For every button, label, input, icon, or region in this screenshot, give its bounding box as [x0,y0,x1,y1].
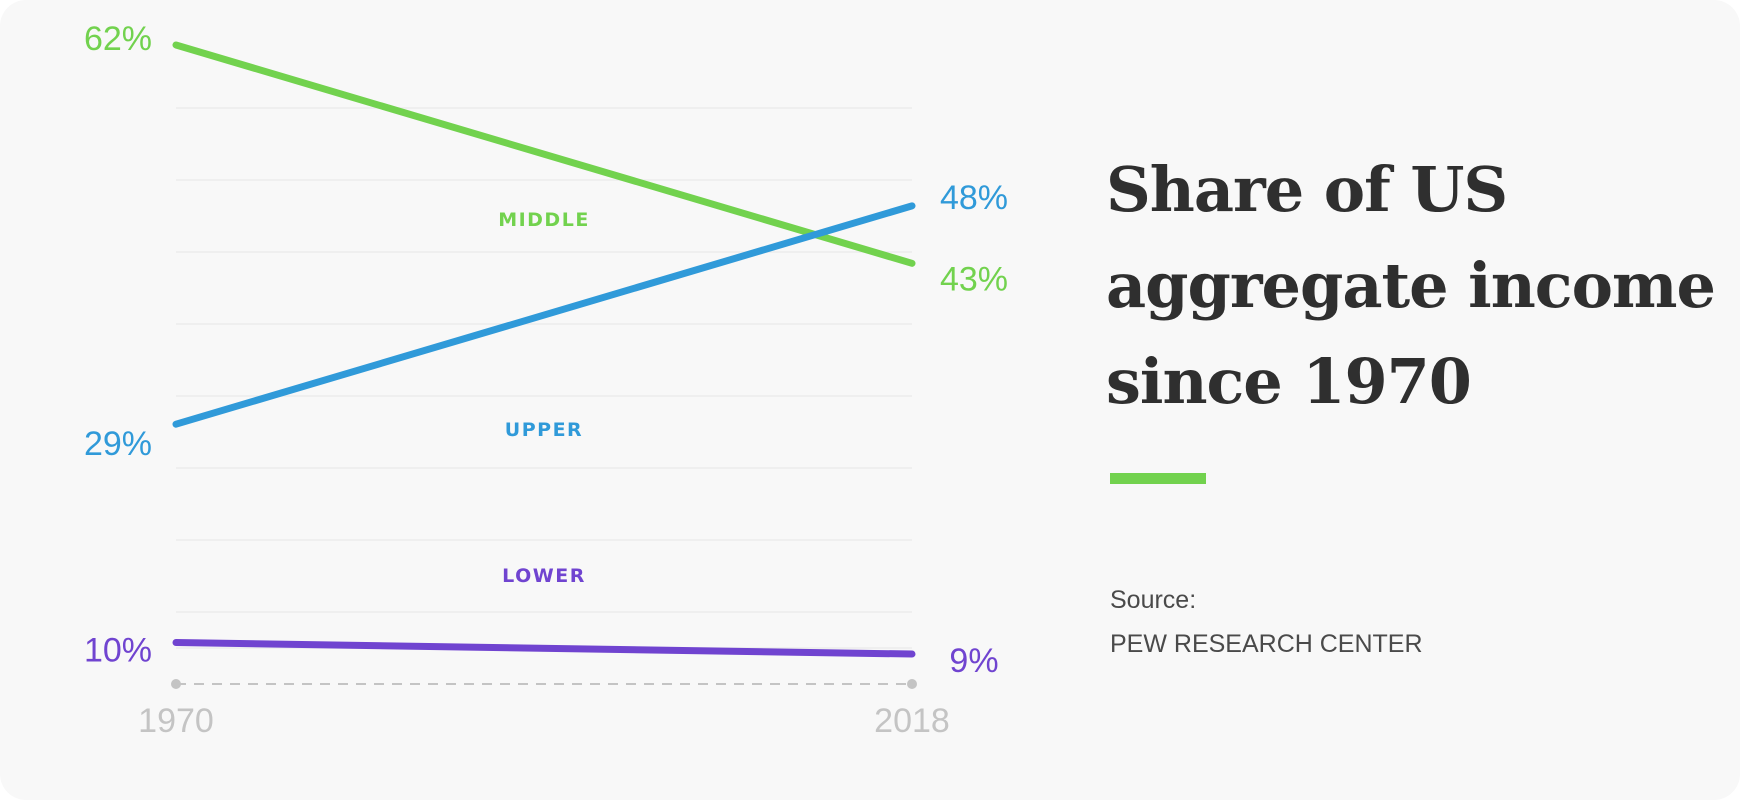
series-line-lower [172,639,916,658]
series-name-middle: MIDDLE [498,209,590,231]
x-axis-dot-1970 [171,679,181,689]
title-accent-rule [1110,473,1206,484]
title-line-1: Share of US [1106,153,1508,226]
series-line-middle [172,41,916,267]
series-lines [172,41,916,658]
line-chart: 1970 2018 62% 43% MIDDLE 29% 48% UPPER 10% 9% LOW… [84,20,1008,740]
data-label-upper-2018: 48% [940,179,1008,217]
source-block: Source: PEW RESEARCH CENTER [1110,578,1423,666]
x-axis-dot-2018 [907,679,917,689]
series-line-upper [172,202,916,428]
source-label: Source: [1110,586,1197,614]
series-name-lower: LOWER [502,565,586,587]
chart-title: Share of US aggregate income since 1970 [1106,142,1726,430]
x-tick-label-1970: 1970 [138,702,214,740]
data-labels: 62% 43% MIDDLE 29% 48% UPPER 10% 9% LOWER [84,20,1008,680]
data-label-middle-1970: 62% [84,20,152,58]
data-label-lower-2018: 9% [949,642,998,680]
x-tick-label-2018: 2018 [874,702,950,740]
series-name-upper: UPPER [505,419,583,441]
title-line-2: aggregate income [1106,249,1716,322]
data-label-upper-1970: 29% [84,425,152,463]
title-line-3: since 1970 [1106,345,1472,418]
data-label-middle-2018: 43% [940,260,1008,298]
source-name: PEW RESEARCH CENTER [1110,630,1423,658]
x-axis: 1970 2018 [138,679,950,740]
data-label-lower-1970: 10% [84,632,152,670]
